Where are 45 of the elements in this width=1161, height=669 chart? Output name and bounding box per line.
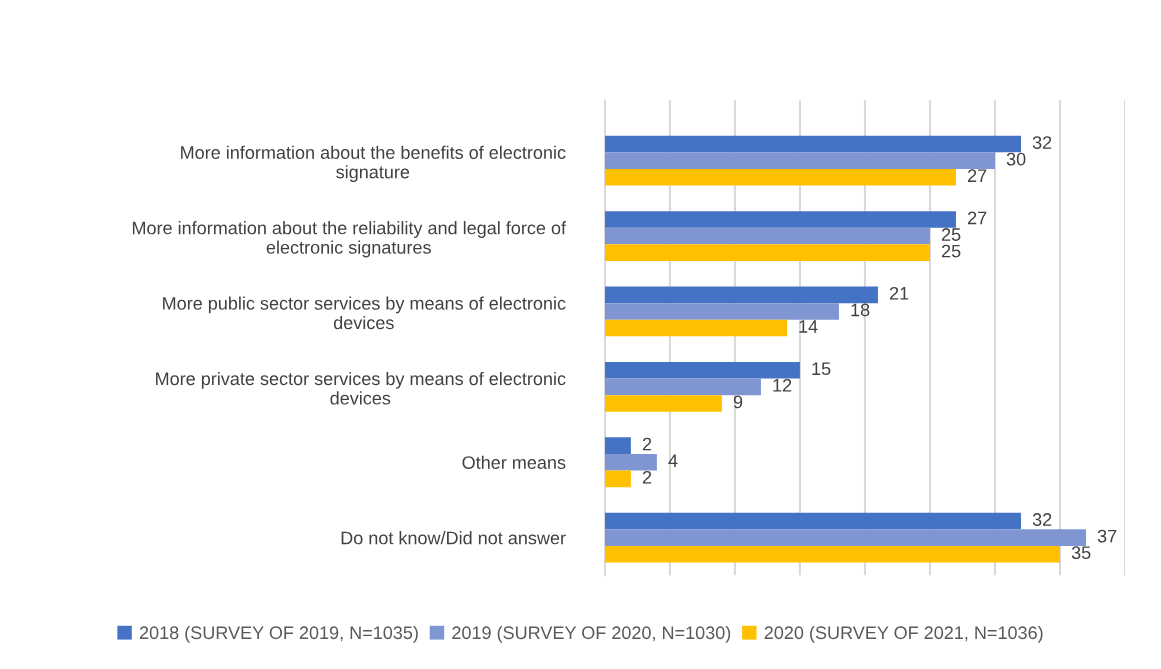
bar [604, 211, 956, 228]
bar [604, 319, 787, 337]
bar [604, 303, 839, 320]
bar [604, 361, 800, 379]
data-label: 14 [799, 320, 818, 333]
y-tick-label: Do not know/Did not answer [341, 531, 566, 545]
bar [604, 244, 930, 261]
data-label: 9 [733, 395, 743, 409]
bar [604, 437, 631, 454]
bar [604, 545, 1060, 563]
bar [604, 152, 995, 169]
data-label: 18 [851, 303, 870, 317]
data-label: 2 [642, 437, 652, 451]
bar [604, 168, 956, 186]
data-label: 15 [812, 362, 831, 376]
y-tick-label: Other means [462, 455, 566, 469]
data-label: 35 [1071, 546, 1091, 560]
legend-label: 2020 (SURVEY OF 2021, N=1036) [764, 625, 1043, 643]
legend-label: 2018 (SURVEY OF 2019, N=1035) [139, 625, 418, 643]
data-label: 21 [889, 286, 909, 300]
data-label: 27 [967, 169, 987, 182]
data-label: 12 [773, 378, 792, 392]
bar [604, 135, 1021, 153]
data-label: 25 [941, 244, 961, 258]
bar [604, 470, 631, 488]
bar [604, 395, 722, 412]
data-label: 37 [1097, 529, 1117, 543]
bar [604, 529, 1086, 546]
bar [604, 453, 657, 471]
data-label: 4 [668, 454, 678, 467]
data-label: 32 [1032, 136, 1052, 149]
bar [604, 227, 930, 245]
y-tick-label: More information about the reliability and legal force of electronic signatures [132, 221, 567, 258]
data-label: 25 [941, 228, 961, 241]
data-label: 32 [1032, 513, 1052, 526]
bar [604, 512, 1021, 530]
y-tick-label: More private sector services by means of electronic devices [156, 371, 566, 405]
y-tick-label: More public sector services by means of electronic devices [163, 296, 566, 330]
data-label: 30 [1006, 152, 1026, 166]
bar [604, 378, 761, 396]
data-label: 2 [642, 470, 652, 484]
data-label: 27 [967, 211, 987, 225]
y-tick-label: More information about the benefits of electronic signature [181, 145, 566, 182]
bar [604, 286, 878, 304]
legend-label: 2019 (SURVEY OF 2020, N=1030) [452, 625, 731, 643]
